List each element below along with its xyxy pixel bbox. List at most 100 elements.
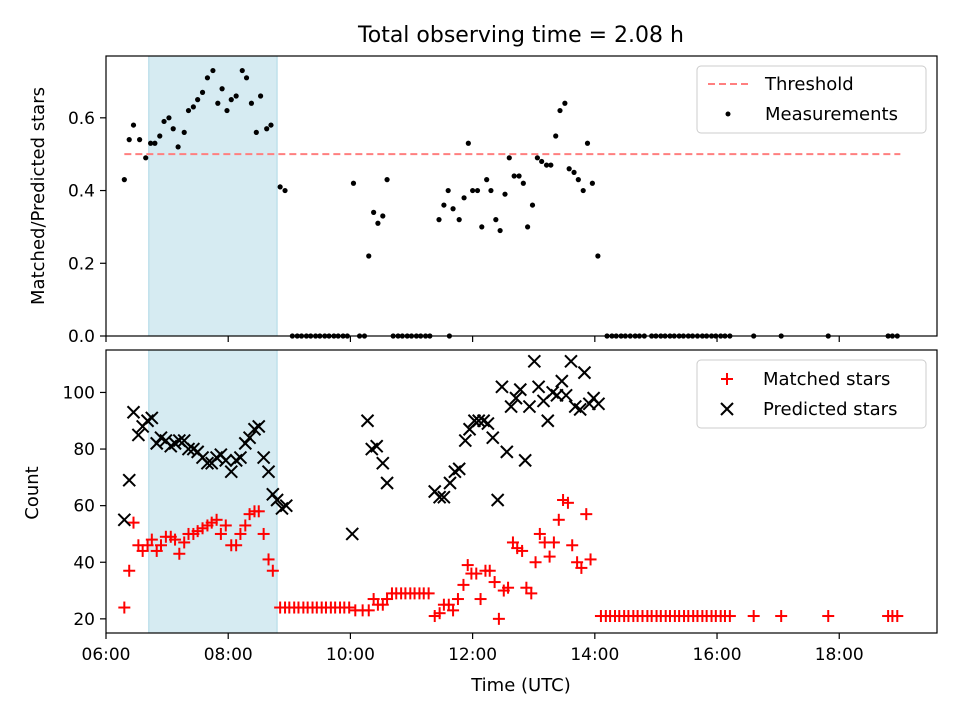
measurement-point [375, 220, 381, 226]
measurement-point [470, 187, 476, 194]
measurement-point [264, 126, 270, 132]
measurement-points [121, 67, 900, 339]
measurement-point [461, 195, 467, 201]
measurement-point [465, 140, 471, 146]
measurement-point [268, 122, 274, 128]
measurement-point [199, 89, 206, 95]
top-legend-box [696, 65, 927, 134]
predicted-star-point [443, 476, 457, 490]
predicted-star-point [490, 493, 505, 507]
matched-star-point [525, 587, 538, 600]
bottom-axes-frame [105, 349, 938, 634]
predicted-star-point [270, 493, 284, 507]
measurement-point [166, 115, 172, 121]
predicted-star-point [432, 490, 447, 504]
matched-star-point [123, 564, 136, 577]
predicted-star-point [437, 490, 451, 504]
measurement-point [248, 100, 255, 106]
top-axes-frame [105, 55, 938, 337]
bottom-y-tick-label: 100 [63, 383, 95, 403]
observing-window-shade-top [148, 55, 278, 337]
measurement-point [282, 187, 288, 194]
predicted-star-point [233, 450, 248, 465]
measurement-point [584, 140, 591, 146]
top-x-axis-ticks [105, 336, 840, 342]
top-y-tick-label: 0.4 [68, 182, 95, 202]
measurement-point [502, 191, 508, 197]
top-legend: Threshold Measurements [696, 65, 927, 134]
matched-star-point [747, 610, 760, 623]
measurement-point [277, 184, 283, 190]
matched-star-point [447, 604, 460, 617]
predicted-star-point [559, 388, 573, 402]
matched-star-point [566, 539, 579, 552]
matched-star-point [822, 610, 835, 623]
bottom-x-tick-label: 14:00 [570, 645, 619, 665]
matched-star-point [118, 601, 131, 614]
legend-predicted-swatch [720, 402, 734, 416]
measurement-point [243, 75, 250, 81]
measurement-point [493, 217, 499, 223]
x-axis-label: Time (UTC) [470, 675, 571, 696]
measurement-point [121, 177, 127, 183]
predicted-star-point [224, 464, 238, 479]
measurement-point [384, 177, 390, 183]
predicted-star-point [452, 462, 466, 476]
measurement-point [450, 206, 456, 212]
matched-star-point [488, 576, 501, 589]
measurement-point [239, 67, 245, 74]
matched-star-point [580, 508, 593, 521]
matched-star-point [252, 505, 265, 518]
measurement-point [350, 180, 357, 186]
predicted-star-point [200, 456, 215, 470]
measurement-point [548, 162, 554, 168]
legend-threshold-label: Threshold [764, 74, 854, 95]
predicted-star-point [219, 453, 233, 468]
bottom-x-tick-label: 16:00 [693, 645, 742, 665]
measurement-point [190, 104, 196, 110]
measurement-point [580, 187, 586, 194]
matched-star-point [422, 587, 435, 600]
matched-star-point [214, 527, 227, 540]
measurement-point [380, 213, 386, 219]
predicted-star-point [531, 380, 546, 394]
matched-stars-points [118, 493, 904, 625]
matched-star-point [561, 496, 574, 509]
predicted-star-point [527, 354, 542, 369]
predicted-star-point [181, 442, 196, 456]
predicted-star-point [242, 431, 257, 445]
matched-star-point [262, 553, 275, 566]
measurement-point [366, 253, 372, 259]
predicted-star-point [360, 414, 375, 428]
predicted-star-point [261, 464, 276, 479]
predicted-star-point [145, 411, 159, 425]
top-y-tick-label: 0.6 [68, 109, 95, 129]
predicted-star-point [376, 456, 390, 470]
matched-star-point [543, 550, 556, 563]
matched-star-point [210, 513, 223, 526]
matched-star-point [547, 536, 560, 549]
matched-star-point [492, 612, 505, 625]
bottom-y-axis-ticks: 20 40 60 80 100 [63, 383, 106, 630]
top-y-tick-label: 0.2 [68, 254, 95, 274]
measurement-point [233, 93, 239, 99]
matched-star-point [584, 553, 597, 566]
matched-star-point [502, 581, 515, 594]
measurement-point [595, 253, 601, 259]
measurement-point [181, 129, 187, 135]
matched-star-point [533, 527, 546, 540]
predicted-star-point [252, 419, 266, 434]
matched-star-point [461, 559, 474, 572]
measurement-point [520, 180, 526, 186]
measurement-point [497, 227, 503, 234]
predicted-star-point [522, 399, 537, 414]
matched-star-point [219, 519, 232, 532]
matched-star-point [178, 536, 191, 549]
predicted-star-point [573, 402, 587, 417]
measurement-point [445, 187, 451, 194]
measurement-point [456, 217, 462, 223]
measurement-point [474, 187, 481, 194]
matched-star-point [483, 564, 496, 577]
matched-star-point [173, 547, 186, 560]
matched-star-point [723, 610, 736, 623]
